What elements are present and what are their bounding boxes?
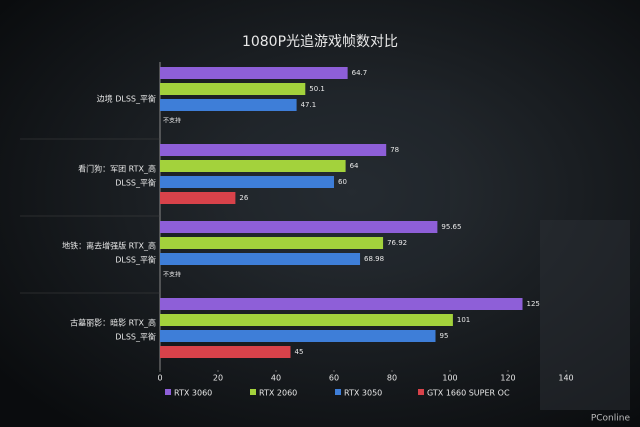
bar (160, 237, 384, 249)
bar (160, 67, 348, 79)
bar (160, 160, 346, 172)
value-label: 50.1 (309, 85, 325, 93)
x-tick-label: 120 (500, 374, 515, 383)
value-label: 47.1 (301, 101, 317, 109)
board-heatsink (540, 220, 630, 410)
legend-label: GTX 1660 SUPER OC (427, 389, 510, 398)
y-tick-label: 地铁：离去增强版 RTX_高 (62, 241, 156, 251)
x-tick-label: 60 (329, 374, 339, 383)
bar (160, 314, 453, 326)
x-tick-label: 140 (558, 374, 573, 383)
bar (160, 176, 334, 188)
value-label: 95 (440, 332, 449, 340)
legend-swatch (165, 389, 171, 395)
x-tick-label: 20 (213, 374, 223, 383)
bar (160, 221, 438, 233)
bar (160, 192, 236, 204)
chart-title: 1080P光追游戏帧数对比 (242, 34, 398, 50)
bar (160, 298, 523, 310)
value-label: 95.65 (441, 223, 461, 231)
x-tick-label: 0 (157, 374, 162, 383)
legend-label: RTX 3060 (174, 389, 212, 398)
value-label: 60 (338, 178, 347, 186)
y-tick-label: DLSS_平衡 (115, 178, 156, 188)
y-tick-label: 古墓丽影：暗影 RTX_高 (70, 318, 156, 328)
bar (160, 253, 361, 265)
bar (160, 83, 306, 95)
value-label: 125 (527, 300, 540, 308)
y-tick-label: DLSS_平衡 (115, 255, 156, 265)
legend-swatch (250, 389, 256, 395)
legend-swatch (418, 389, 424, 395)
watermark: PConline (591, 414, 631, 424)
bar (160, 330, 436, 342)
x-tick-label: 80 (387, 374, 397, 383)
legend-swatch (335, 389, 341, 395)
value-label: 26 (239, 194, 248, 202)
legend-label: RTX 2060 (259, 389, 297, 398)
value-label: 76.92 (387, 239, 407, 247)
x-tick-label: 40 (271, 374, 281, 383)
value-label: 78 (390, 146, 399, 154)
value-label: 101 (457, 316, 470, 324)
value-label: 不支持 (163, 271, 181, 279)
value-label: 64 (350, 162, 359, 170)
bar (160, 346, 291, 358)
bar (160, 144, 387, 156)
y-tick-label: 边境 DLSS_平衡 (97, 94, 156, 104)
value-label: 45 (295, 348, 304, 356)
value-label: 64.7 (352, 69, 368, 77)
value-label: 68.98 (364, 255, 384, 263)
value-label: 不支持 (163, 117, 181, 125)
x-tick-label: 100 (442, 374, 457, 383)
y-tick-label: 看门狗：军团 RTX_高 (78, 164, 156, 174)
bar (160, 99, 297, 111)
legend-label: RTX 3050 (344, 389, 382, 398)
y-tick-label: DLSS_平衡 (115, 332, 156, 342)
